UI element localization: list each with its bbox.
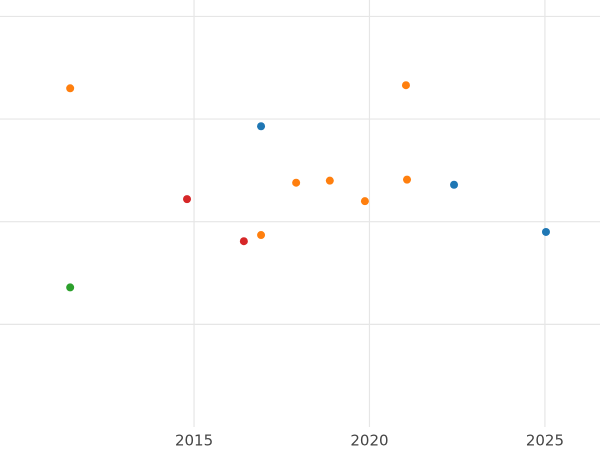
point [257,122,266,131]
point [401,81,410,90]
point [325,176,334,185]
point [66,283,75,292]
point [239,237,248,246]
x-tick-label: 2025 [526,432,564,450]
point [257,231,266,240]
point [66,84,75,93]
point [450,180,459,189]
x-tick-label: 2020 [350,432,388,450]
point [403,175,412,184]
point [541,227,550,236]
point [183,195,192,204]
point [292,178,301,187]
point [360,197,369,206]
x-tick-label: 2015 [175,432,213,450]
